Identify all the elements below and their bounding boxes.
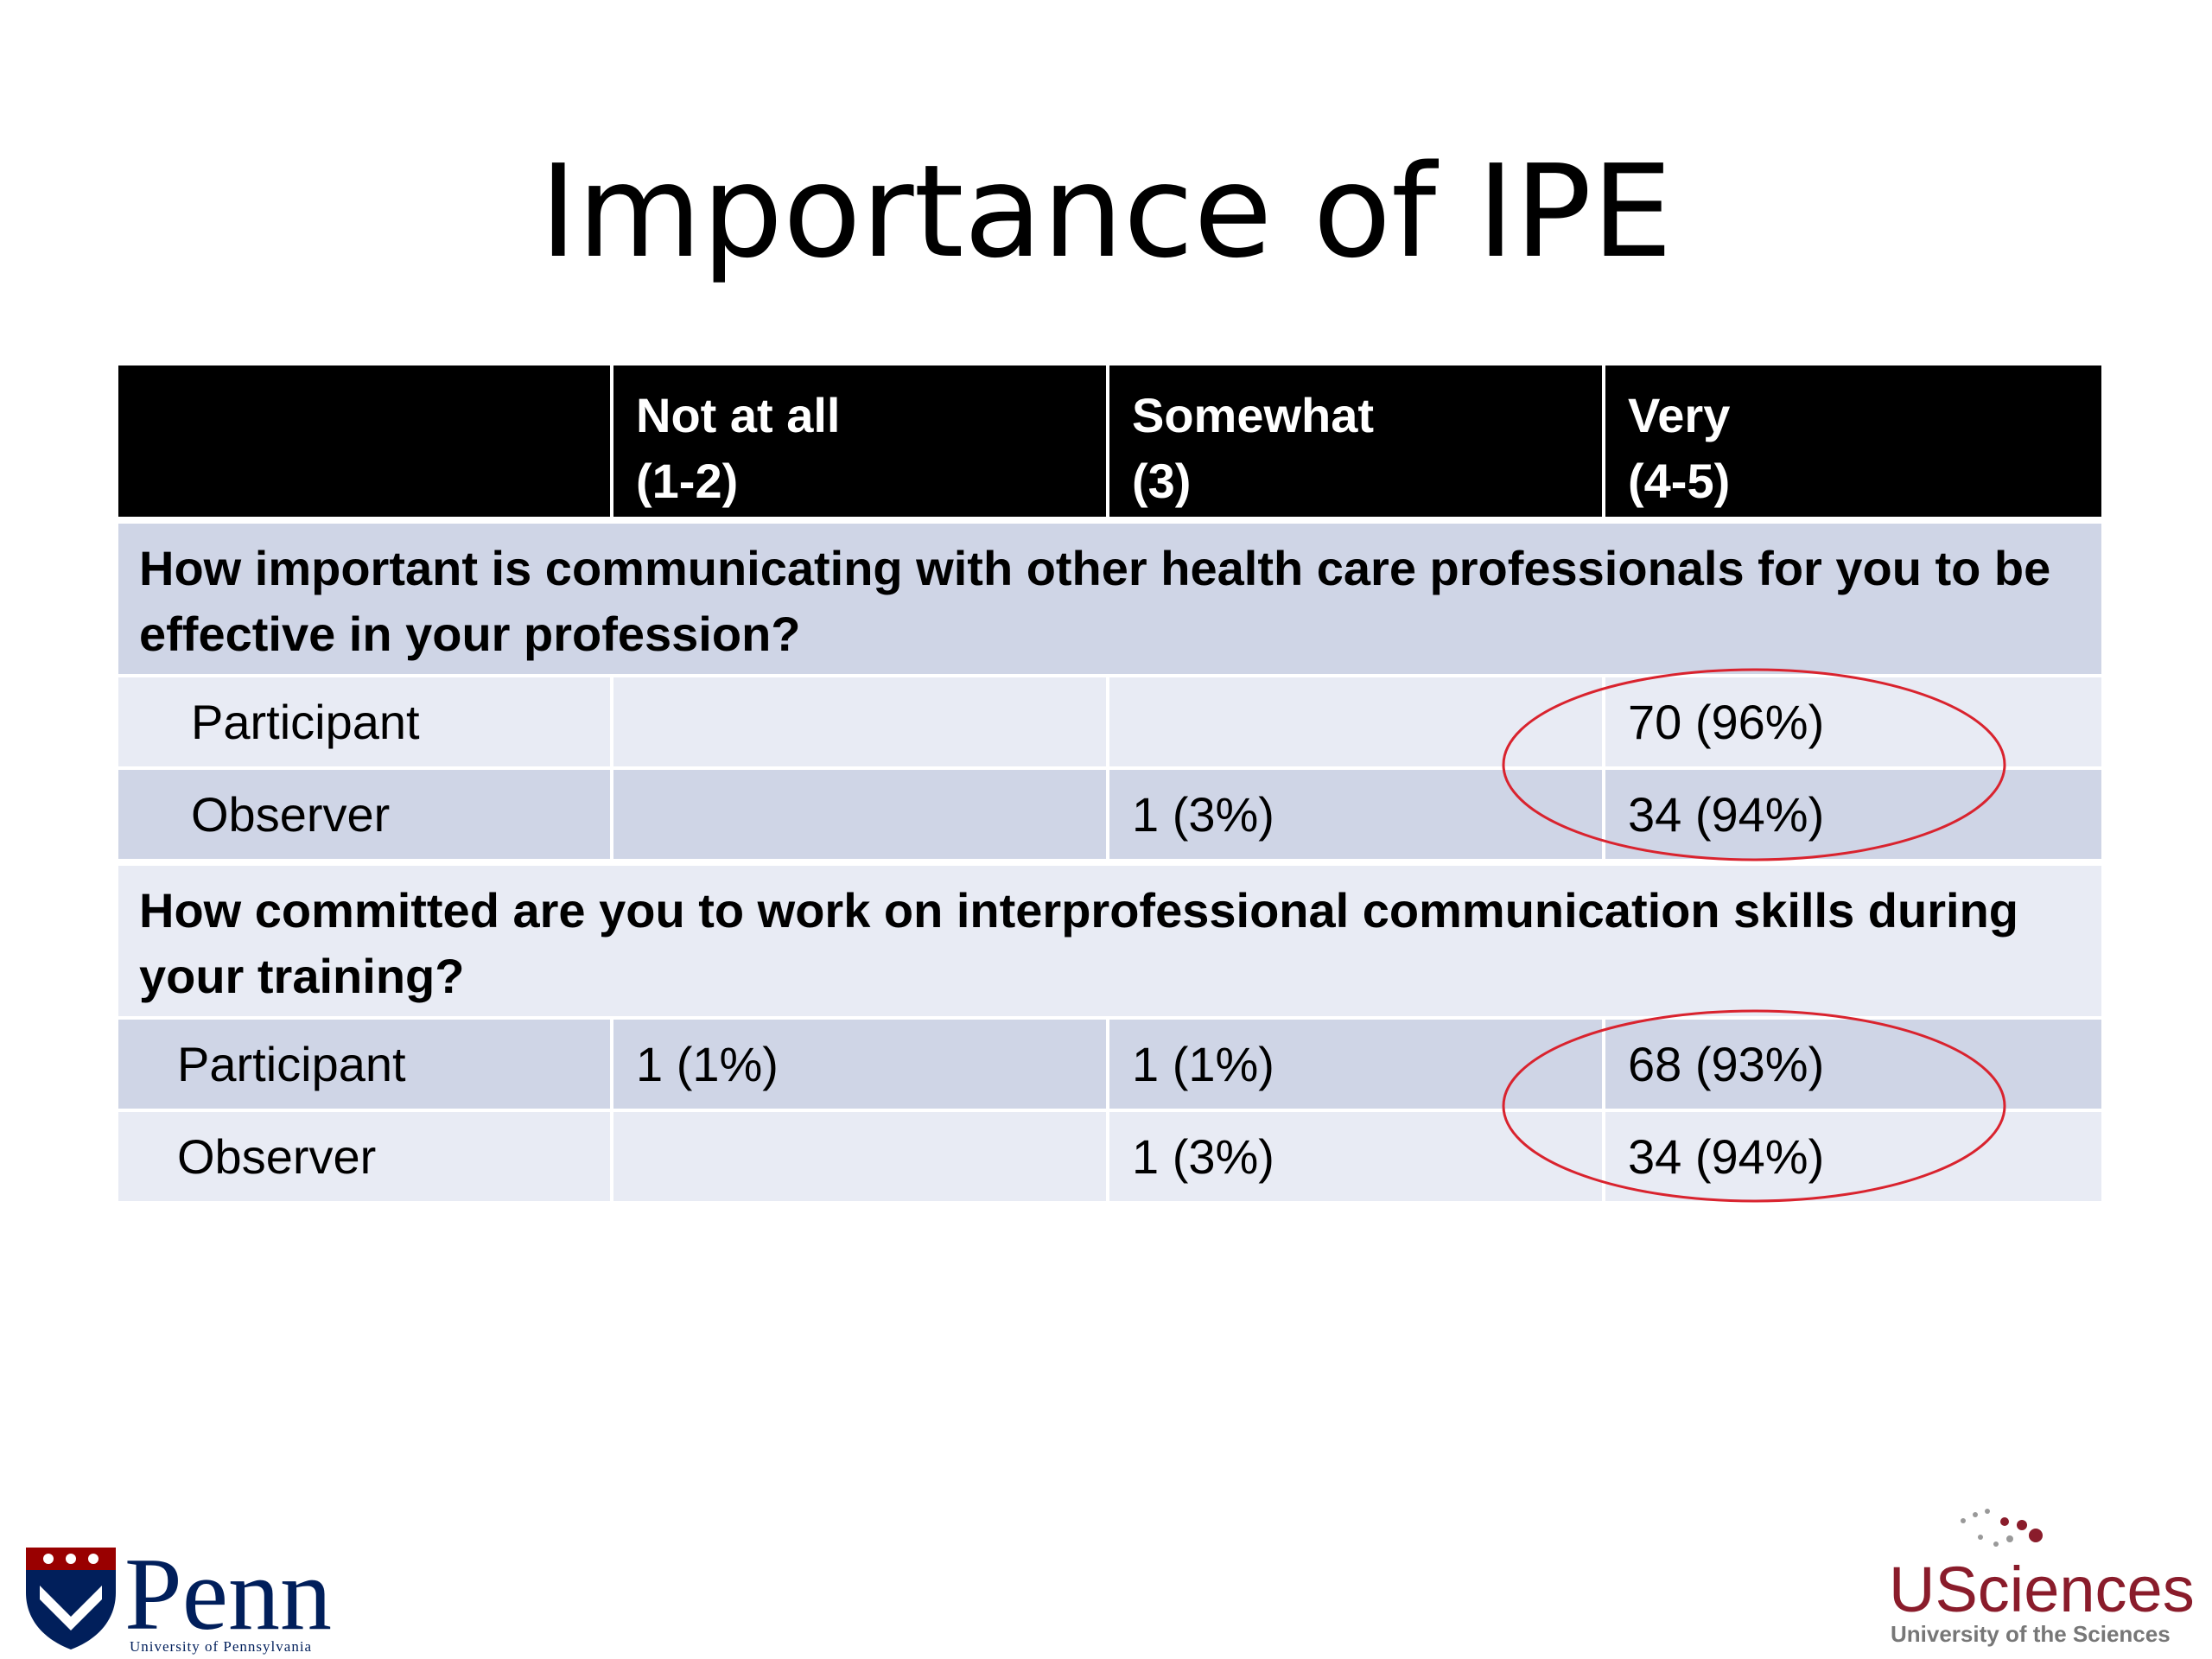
highlight-ellipse-shape: [1502, 1009, 2006, 1203]
cell-somewhat: 1 (3%): [1109, 1109, 1605, 1201]
penn-wordmark: Penn: [124, 1542, 332, 1651]
penn-shield-icon: [26, 1548, 116, 1649]
question-text: How important is communicating with othe…: [118, 517, 2101, 674]
cell-not-at-all: [613, 766, 1109, 859]
cell-somewhat: 1 (1%): [1109, 1016, 1605, 1109]
table-row: Observer 1 (3%) 34 (94%): [118, 766, 2101, 859]
usciences-wordmark: USciences: [1889, 1554, 2195, 1625]
cell-somewhat: [1109, 674, 1605, 766]
header-very: Very (4-5): [1605, 365, 2101, 517]
question-row: How important is communicating with othe…: [118, 517, 2101, 674]
penn-logo: Penn University of Pennsylvania: [26, 1542, 332, 1655]
row-label: Observer: [118, 766, 613, 859]
usciences-subtitle: University of the Sciences: [1891, 1621, 2171, 1647]
cell-very: 34 (94%): [1605, 1109, 2101, 1201]
table-row: Observer 1 (3%) 34 (94%): [118, 1109, 2101, 1201]
question-text: How committed are you to work on interpr…: [118, 859, 2101, 1016]
header-not-at-all: Not at all (1-2): [613, 365, 1109, 517]
results-table: Not at all (1-2) Somewhat (3) Very (4-5) Ho…: [118, 365, 2101, 1201]
header-somewhat: Somewhat (3): [1109, 365, 1605, 517]
table-row: Participant 70 (96%): [118, 674, 2101, 766]
highlight-ellipse: [1502, 1009, 2006, 1203]
question-row: How committed are you to work on interpr…: [118, 859, 2101, 1016]
highlight-ellipse: [1502, 668, 2006, 861]
table-header-row: Not at all (1-2) Somewhat (3) Very (4-5): [118, 365, 2101, 517]
molecule-dots-icon: [1961, 1509, 2043, 1547]
cell-very: 70 (96%): [1605, 674, 2101, 766]
cell-not-at-all: [613, 1109, 1109, 1201]
table-row: Participant 1 (1%) 1 (1%) 68 (93%): [118, 1016, 2101, 1109]
row-label: Observer: [118, 1109, 613, 1201]
highlight-ellipse-shape: [1502, 668, 2006, 861]
penn-subtitle: University of Pennsylvania: [130, 1638, 312, 1655]
row-label: Participant: [118, 674, 613, 766]
usciences-logo: USciences University of the Sciences: [1889, 1509, 2195, 1647]
cell-very: 34 (94%): [1605, 766, 2101, 859]
header-cell-empty: [118, 365, 613, 517]
page-title: Importance of IPE: [539, 137, 1673, 286]
cell-not-at-all: 1 (1%): [613, 1016, 1109, 1109]
row-label: Participant: [118, 1016, 613, 1109]
cell-not-at-all: [613, 674, 1109, 766]
cell-very: 68 (93%): [1605, 1016, 2101, 1109]
cell-somewhat: 1 (3%): [1109, 766, 1605, 859]
